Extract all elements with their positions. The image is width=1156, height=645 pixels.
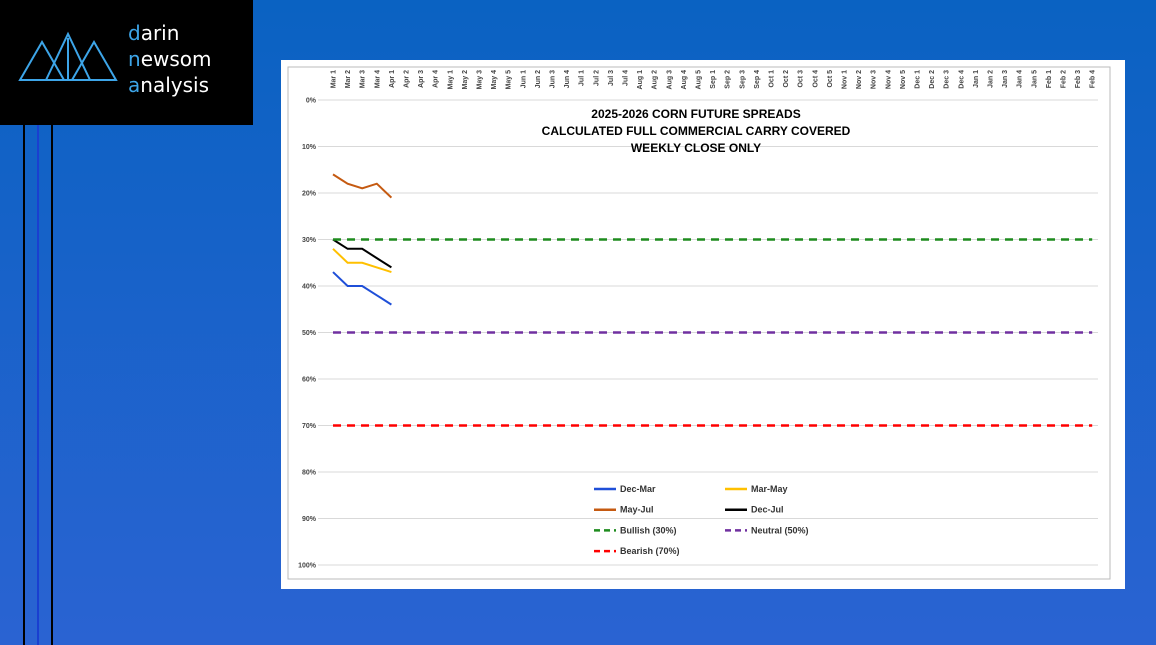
legend-label: Bearish (70%) — [620, 546, 680, 556]
x-tick-label: May 2 — [462, 70, 469, 90]
x-tick-label: Sep 2 — [725, 70, 732, 89]
x-tick-label: Sep 4 — [754, 70, 761, 89]
legend-label: Mar-May — [751, 484, 788, 494]
x-tick-label: Dec 2 — [929, 70, 936, 89]
chart-title: 2025-2026 CORN FUTURE SPREADS — [591, 107, 800, 121]
x-tick-label: Jan 1 — [973, 70, 980, 88]
x-tick-label: Nov 1 — [842, 70, 849, 89]
x-tick-label: Apr 1 — [389, 70, 396, 88]
x-tick-label: Sep 3 — [739, 70, 746, 89]
x-tick-label: Feb 3 — [1075, 70, 1082, 88]
x-tick-label: Jan 5 — [1031, 70, 1038, 88]
legend-label: Neutral (50%) — [751, 525, 809, 535]
x-tick-label: Apr 2 — [404, 70, 411, 88]
legend-label: Dec-Mar — [620, 484, 656, 494]
x-tick-label: Jul 2 — [593, 70, 600, 86]
y-tick-label: 40% — [302, 284, 317, 291]
y-tick-label: 50% — [302, 330, 317, 337]
series-line — [332, 238, 392, 269]
legend-label: Bullish (30%) — [620, 525, 677, 535]
x-tick-label: Mar 4 — [374, 70, 381, 88]
x-tick-label: Aug 5 — [696, 70, 703, 90]
y-tick-label: 0% — [306, 98, 317, 105]
x-tick-label: Jun 1 — [520, 70, 527, 88]
x-tick-label: Nov 3 — [871, 70, 878, 89]
chart: 0% 10% 20% 30% 40% 50% 60% 70% 80% 90% 100% Mar 1 Ma… — [287, 66, 1111, 580]
chart-title: WEEKLY CLOSE ONLY — [631, 141, 761, 155]
decor-line — [37, 125, 39, 645]
x-tick-label: Dec 1 — [915, 70, 922, 89]
x-tick-label: Aug 3 — [666, 70, 673, 90]
x-tick-label: Jul 4 — [623, 70, 630, 86]
chart-panel: 0% 10% 20% 30% 40% 50% 60% 70% 80% 90% 100% Mar 1 Ma… — [281, 60, 1125, 589]
x-tick-label: Mar 3 — [360, 70, 367, 88]
decor-line — [23, 125, 25, 645]
x-tick-label: Nov 4 — [885, 70, 892, 89]
y-tick-label: 10% — [302, 144, 317, 151]
x-tick-label: Oct 2 — [783, 70, 790, 88]
x-tick-label: Aug 1 — [637, 70, 644, 90]
y-tick-label: 20% — [302, 191, 317, 198]
x-tick-label: Jan 2 — [988, 70, 995, 88]
x-tick-label: Apr 4 — [433, 70, 440, 88]
x-tick-label: May 1 — [447, 70, 454, 90]
x-tick-label: Sep 1 — [710, 70, 717, 89]
x-tick-label: Feb 2 — [1061, 70, 1068, 88]
logo-word: analysis — [128, 73, 209, 97]
x-tick-label: Jul 3 — [608, 70, 615, 86]
x-tick-label: Jun 3 — [550, 70, 557, 88]
x-tick-label: Feb 4 — [1090, 70, 1097, 88]
logo: darin newsom analysis — [0, 0, 253, 125]
x-tick-label: Dec 3 — [944, 70, 951, 89]
x-tick-label: Apr 3 — [418, 70, 425, 88]
y-tick-label: 80% — [302, 470, 317, 477]
x-tick-label: Oct 3 — [798, 70, 805, 88]
series-line — [332, 173, 393, 199]
legend-label: Dec-Jul — [751, 505, 784, 515]
x-tick-label: Jun 4 — [564, 70, 571, 88]
x-tick-label: Jan 3 — [1002, 70, 1009, 88]
x-tick-label: Dec 4 — [958, 70, 965, 89]
x-tick-label: May 3 — [477, 70, 484, 90]
x-tick-label: Oct 1 — [769, 70, 776, 88]
x-tick-label: Mar 2 — [345, 70, 352, 88]
y-tick-label: 90% — [302, 516, 317, 523]
logo-icon — [18, 31, 118, 81]
x-tick-label: Nov 2 — [856, 70, 863, 89]
x-tick-label: Mar 1 — [331, 70, 338, 88]
x-tick-label: May 4 — [491, 70, 498, 90]
x-tick-label: May 5 — [506, 70, 513, 90]
x-tick-label: Oct 4 — [812, 70, 819, 88]
x-tick-label: Aug 4 — [681, 70, 688, 90]
series-line — [332, 248, 392, 274]
x-tick-label: Jan 4 — [1017, 70, 1024, 88]
chart-title: CALCULATED FULL COMMERCIAL CARRY COVERED — [542, 124, 851, 138]
plot-frame — [287, 66, 1111, 580]
x-tick-label: Nov 5 — [900, 70, 907, 89]
y-tick-label: 100% — [298, 563, 317, 570]
y-tick-label: 70% — [302, 423, 317, 430]
x-tick-label: Aug 2 — [652, 70, 659, 90]
decor-line — [51, 125, 53, 645]
y-tick-label: 60% — [302, 377, 317, 384]
series-line — [332, 271, 392, 306]
x-tick-label: Feb 1 — [1046, 70, 1053, 88]
x-tick-label: Jun 2 — [535, 70, 542, 88]
x-tick-label: Jul 1 — [579, 70, 586, 86]
y-tick-label: 30% — [302, 237, 317, 244]
legend-label: May-Jul — [620, 505, 654, 515]
logo-word: darin — [128, 21, 180, 45]
logo-word: newsom — [128, 47, 212, 71]
x-tick-label: Oct 5 — [827, 70, 834, 88]
